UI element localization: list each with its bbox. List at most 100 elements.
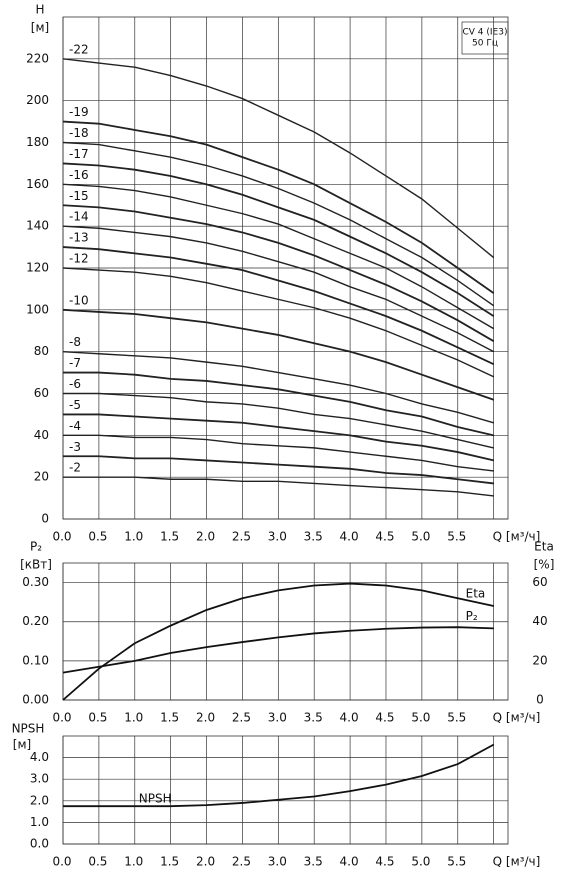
x-tick-label: 5.0 xyxy=(411,530,430,544)
plot-frame xyxy=(62,562,509,701)
series-label: -10 xyxy=(69,293,89,307)
series-line xyxy=(63,455,494,485)
y-tick-label: 0.00 xyxy=(22,693,49,707)
y-tick-label: 0 xyxy=(41,512,49,526)
series-label: -6 xyxy=(69,377,81,391)
x-tick-label: 3.5 xyxy=(304,711,323,725)
chart-title: CV 4 (IE3) xyxy=(463,28,508,38)
series-label: -22 xyxy=(69,42,89,56)
series-line xyxy=(63,743,495,808)
series-label: -16 xyxy=(69,168,89,182)
y-tick-label: 0.10 xyxy=(22,653,49,667)
y-tick-label: 220 xyxy=(26,51,49,65)
x-tick-label: 4.5 xyxy=(375,530,394,544)
y-tick-label: 140 xyxy=(26,219,49,233)
series-label: -15 xyxy=(69,189,89,203)
x-tick-label: 0.5 xyxy=(88,711,107,725)
series-label: -8 xyxy=(69,335,81,349)
x-tick-label: 2.0 xyxy=(196,711,215,725)
y-axis-unit: [м] xyxy=(13,738,31,752)
chart-subtitle: 50 Гц xyxy=(472,39,498,49)
y2-tick-label: 0 xyxy=(536,693,544,707)
series-line xyxy=(62,162,495,317)
x-tick-label: Q [м³/ч] xyxy=(493,530,541,544)
y2-tick-label: 40 xyxy=(532,614,547,628)
series-line xyxy=(63,476,494,497)
y-axis-label: NPSH xyxy=(12,722,45,736)
y-tick-label: 2.0 xyxy=(30,793,49,807)
y-tick-label: 200 xyxy=(26,93,49,107)
x-tick-label: 4.5 xyxy=(375,855,394,869)
series-line xyxy=(62,58,495,259)
y-tick-label: 4.0 xyxy=(30,750,49,764)
series-line xyxy=(62,267,494,378)
x-tick-label: 1.0 xyxy=(124,530,143,544)
x-tick-label: 5.0 xyxy=(411,711,430,725)
series-label: -18 xyxy=(69,126,89,140)
x-tick-label: 2.0 xyxy=(196,530,215,544)
y-tick-label: 0.0 xyxy=(30,837,49,851)
x-tick-label: 3.0 xyxy=(268,711,287,725)
x-tick-label: 1.0 xyxy=(124,711,143,725)
y-tick-label: 0.20 xyxy=(22,614,49,628)
x-tick-label: 0.5 xyxy=(88,855,107,869)
x-tick-label: 3.0 xyxy=(268,855,287,869)
y-tick-label: 160 xyxy=(26,177,49,191)
x-tick-label: 5.0 xyxy=(411,855,430,869)
series-label: -4 xyxy=(69,419,81,433)
x-tick-label: 4.5 xyxy=(375,711,394,725)
series-line xyxy=(63,371,494,437)
series-label: -14 xyxy=(69,210,89,224)
x-tick-label: 4.0 xyxy=(340,855,359,869)
x-tick-label: 2.5 xyxy=(232,855,251,869)
series-label: NPSH xyxy=(139,792,172,806)
series-label: -3 xyxy=(69,440,81,454)
y-axis-label: H xyxy=(35,3,44,17)
x-tick-label: 5.5 xyxy=(447,855,466,869)
x-tick-label: 0.0 xyxy=(52,711,71,725)
y-tick-label: 40 xyxy=(34,428,49,442)
series-line xyxy=(62,582,494,701)
y2-tick-label: 60 xyxy=(532,575,547,589)
x-tick-label: 5.5 xyxy=(447,711,466,725)
y-axis-unit: [м] xyxy=(31,21,49,35)
x-tick-label: 2.0 xyxy=(196,855,215,869)
series-line xyxy=(63,413,494,462)
series-line xyxy=(62,141,495,307)
series-label: -19 xyxy=(69,105,89,119)
series-line xyxy=(62,120,495,294)
series-line xyxy=(62,626,494,674)
series-label: -17 xyxy=(69,147,89,161)
series-line xyxy=(62,308,494,401)
series-label: -2 xyxy=(69,461,81,475)
series-label: -12 xyxy=(69,252,89,266)
y2-tick-label: 20 xyxy=(532,653,547,667)
x-tick-label: Q [м³/ч] xyxy=(493,711,541,725)
x-tick-label: 3.0 xyxy=(268,530,287,544)
x-tick-label: 2.5 xyxy=(232,530,251,544)
series-line xyxy=(63,434,494,472)
x-tick-label: 0.0 xyxy=(52,530,71,544)
y-tick-label: 100 xyxy=(26,302,49,316)
x-tick-label: Q [м³/ч] xyxy=(493,855,541,869)
y-axis-label: P₂ xyxy=(30,540,42,554)
y2-axis-unit: [%] xyxy=(534,558,555,572)
y-tick-label: 60 xyxy=(34,386,49,400)
series-label: -13 xyxy=(69,231,89,245)
x-tick-label: 3.5 xyxy=(304,530,323,544)
x-tick-label: 2.5 xyxy=(232,711,251,725)
x-tick-label: 4.0 xyxy=(340,711,359,725)
x-tick-label: 5.5 xyxy=(447,530,466,544)
x-tick-label: 1.5 xyxy=(160,530,179,544)
series-line xyxy=(62,204,495,342)
y-tick-label: 1.0 xyxy=(30,815,49,829)
plot-frame xyxy=(62,735,509,845)
series-line xyxy=(62,225,494,353)
series-line xyxy=(62,246,495,366)
x-tick-label: 0.0 xyxy=(52,855,71,869)
title-box xyxy=(461,21,509,55)
series-label: Eta xyxy=(466,587,486,601)
y-tick-label: 80 xyxy=(34,344,49,358)
